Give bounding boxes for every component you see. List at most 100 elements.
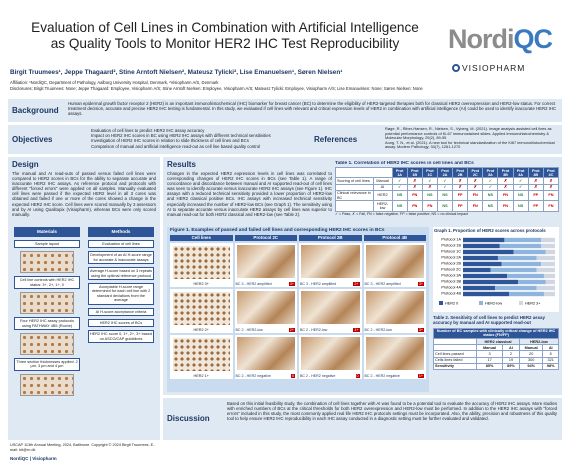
cell-line-panel: HER2 2+ (170, 289, 233, 333)
title-line: as Quality Tools to Monitor HER2 IHC Tes… (50, 36, 400, 51)
row-group: Clinical relevance in BC (335, 189, 374, 202)
bc-caption: BC 3 - HER2 amplified (235, 282, 272, 286)
paragraph: Based on this initial feasibility study,… (227, 401, 557, 422)
corner (433, 337, 478, 346)
bc-panel: BC 2 - HER2-low 2+ (234, 289, 297, 333)
cell-line-panel: HER2 1+ (170, 335, 233, 379)
reference: Røge, R., Riber-Hansen, R., Nielsen, S.,… (385, 127, 558, 141)
bc-panel: BC 3 - HER2 amplified 3+ (234, 243, 297, 287)
cell: NS (436, 200, 454, 212)
bc-image (301, 245, 360, 278)
cell: FN (542, 200, 559, 212)
cell: 94% (518, 362, 544, 371)
corner (335, 166, 393, 179)
subheader: AI (542, 344, 559, 352)
objectives-section: Objectives Evaluation of cell lines to p… (8, 125, 562, 154)
bar-segment (463, 273, 508, 279)
bar-segment (545, 249, 555, 255)
cell-line-image (173, 246, 230, 279)
title-line: Evaluation of Cell Lines in Combination … (31, 20, 419, 35)
heading: References (314, 135, 358, 144)
bar-segment (509, 291, 544, 297)
bar-segment (543, 273, 555, 279)
heading: Objectives (12, 135, 53, 144)
sample-image (20, 333, 74, 356)
footer: USCAP 113th Annual Meeting, 2024, Baltim… (10, 443, 155, 452)
bc-image (236, 245, 295, 278)
table-row: HER2-low NS FN FN NS FP FN NS FN NS FP FN (335, 200, 559, 212)
score-badge: 3+ (417, 282, 424, 286)
subheader: AI (501, 344, 520, 352)
objective-list: Evaluation of cell lines to predict HER2… (84, 128, 309, 149)
bar-segment (536, 285, 555, 291)
corner (433, 344, 478, 352)
logo-part: QC (513, 24, 553, 54)
disclosures: Disclosures: Birgit Truumees: None; Jepp… (10, 86, 423, 91)
column-header: Prot 2B (452, 166, 469, 179)
cell: 321 (542, 356, 559, 364)
bar-segment (541, 261, 555, 267)
bar-segment (536, 267, 555, 273)
category-label: Protocol 1C (441, 250, 461, 254)
graph1: Graph 1. Proportion of HER2 scores acros… (433, 227, 559, 312)
score-badge: 1+ (353, 328, 360, 332)
bar-segment (513, 249, 546, 255)
reference-list: Røge, R., Riber-Hansen, R., Nielsen, S.,… (378, 127, 558, 150)
cell-line-image (173, 292, 230, 325)
table2: Table 2. Sensitivity of cell lines to pr… (433, 315, 559, 392)
score-badge: 0 (355, 374, 360, 378)
bar-segment (504, 237, 542, 243)
row-label: HER2-low (372, 200, 393, 212)
cell: 19 (501, 356, 520, 364)
score-badge: 1+ (417, 374, 424, 378)
legend: ✓ = Pass, ✗ = Fail, FN = false negative,… (335, 211, 468, 216)
logo-text: VISIOPHARM (462, 63, 526, 73)
table-row: Sensitivity 85% 89% 94% 98% (433, 362, 559, 371)
score-badge: 3+ (288, 282, 295, 286)
bar-segment (536, 255, 555, 261)
flow-step: AI H-score acceptance criteria (88, 307, 154, 317)
bar-segment (501, 261, 542, 267)
cell: 20 (518, 350, 544, 358)
group-header: HER2-low (518, 337, 559, 346)
bar-segment (463, 261, 502, 267)
figure-column-header: Protocol 4B (363, 235, 426, 241)
score-badge: 3+ (417, 328, 424, 332)
bar-segment (463, 255, 498, 261)
bar-segment (518, 279, 546, 285)
paragraph: Human epidermal growth factor receptor 2… (68, 101, 557, 116)
column-header: Prot 2C (467, 166, 484, 179)
discussion-section: Discussion Based on this initial feasibi… (163, 398, 562, 440)
affiliation: Affiliation: ¹NordiQC, Department of Pat… (10, 80, 219, 85)
bar-segment (463, 237, 505, 243)
category-label: Protocol 2A (441, 256, 461, 260)
category-label: Protocol 1B (441, 244, 461, 248)
category-label: Protocol 3A (441, 274, 461, 278)
figure-column-header: Protocol 2C (234, 235, 297, 241)
bc-caption: BC 2 - HER2 negative (300, 374, 336, 378)
bc-image (301, 337, 360, 370)
cell-line-image (173, 338, 230, 371)
category-label: Protocol 4B (441, 292, 461, 296)
cell: 98% (542, 362, 559, 371)
visiopharm-logo: VISIOPHARM (452, 62, 564, 74)
bc-caption: BC 2 - HER2-low (300, 328, 328, 332)
cell: FN (497, 200, 514, 212)
cell: NS (482, 200, 499, 212)
bar-segment (463, 243, 500, 249)
bc-caption: BC 3 - HER2 amplified (364, 282, 401, 286)
bar-segment (495, 285, 537, 291)
bc-caption: BC 2 - HER2 negative (235, 374, 271, 378)
column-header: Prot 1B (406, 166, 423, 179)
column-header: Prot 2A (436, 166, 454, 179)
flow-heading: Methods (88, 227, 154, 237)
legend-swatch (519, 301, 523, 305)
bar-segment (541, 237, 555, 243)
bc-image (301, 291, 360, 324)
bar-segment (497, 255, 537, 261)
figure1: Figure 1. Examples of passed and failed … (167, 227, 429, 392)
category-label: Protocol 2B (441, 262, 461, 266)
column-header: Prot 4B (527, 166, 544, 179)
bc-panel: BC 3 - HER2 amplified 2+ (299, 243, 362, 287)
